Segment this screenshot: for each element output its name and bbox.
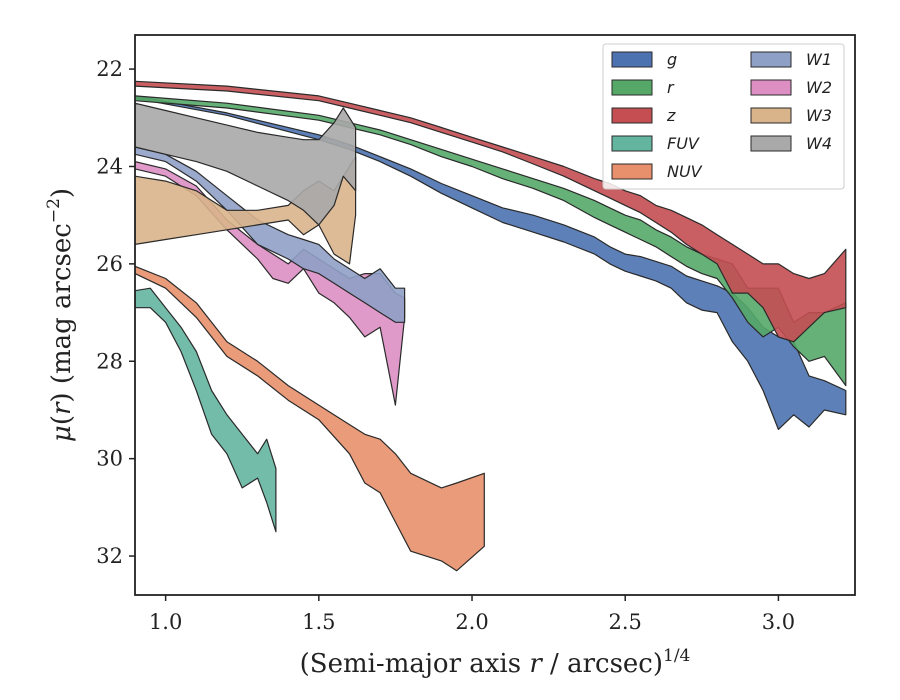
band-r bbox=[135, 95, 847, 387]
legend-label-z: z bbox=[666, 106, 676, 125]
y-tick-label: 30 bbox=[96, 447, 123, 471]
band-g bbox=[135, 95, 847, 430]
legend-swatch-w1 bbox=[750, 51, 792, 68]
legend-swatch-w4 bbox=[750, 135, 792, 152]
x-axis-label: (Semi-major axis r / arcsec)1/4 bbox=[300, 646, 691, 679]
y-tick-label: 26 bbox=[96, 252, 123, 276]
y-tick-label: 28 bbox=[96, 349, 123, 373]
legend: grz FUV NUV W1 W2 W3 W4 bbox=[602, 43, 845, 190]
profile-bands bbox=[135, 80, 847, 572]
band-w1 bbox=[135, 146, 406, 323]
plot-frame bbox=[134, 34, 856, 596]
x-tick-label: 1.0 bbox=[149, 610, 182, 634]
y-axis-ticks: 22 24 26 28 30 32 bbox=[96, 57, 135, 568]
y-axis-label: μ(r) (mag arcsec−2) bbox=[44, 188, 77, 442]
legend-swatch-nuv bbox=[611, 163, 653, 180]
band-fuv bbox=[135, 287, 277, 533]
band-nuv bbox=[135, 265, 485, 572]
legend-label-w3: W3 bbox=[806, 106, 832, 125]
x-tick-label: 2.5 bbox=[609, 610, 642, 634]
x-tick-label: 3.0 bbox=[762, 610, 795, 634]
y-tick-label: 24 bbox=[96, 154, 123, 178]
legend-label-fuv: FUV bbox=[667, 134, 700, 153]
y-tick-label: 22 bbox=[96, 57, 123, 81]
legend-label-w2: W2 bbox=[806, 78, 832, 97]
legend-swatch-w2 bbox=[750, 79, 792, 96]
legend-label-w1: W1 bbox=[806, 50, 832, 69]
legend-label-w4: W4 bbox=[806, 134, 832, 153]
x-axis-ticks: 1.0 1.5 2.0 2.5 3.0 bbox=[149, 595, 795, 634]
y-tick-label: 32 bbox=[96, 544, 123, 568]
legend-swatch-r bbox=[611, 79, 653, 96]
legend-swatch-g bbox=[611, 51, 653, 68]
band-w3 bbox=[135, 156, 357, 265]
legend-swatch-fuv bbox=[611, 135, 653, 152]
legend-label-nuv: NUV bbox=[667, 162, 703, 181]
legend-label-r: r bbox=[667, 78, 675, 97]
band-w4 bbox=[135, 102, 357, 226]
x-tick-label: 1.5 bbox=[302, 610, 335, 634]
legend-swatch-z bbox=[611, 107, 653, 124]
legend-label-g: g bbox=[667, 50, 677, 69]
band-z bbox=[135, 80, 847, 343]
legend-swatch-w3 bbox=[750, 107, 792, 124]
x-tick-label: 2.0 bbox=[455, 610, 488, 634]
